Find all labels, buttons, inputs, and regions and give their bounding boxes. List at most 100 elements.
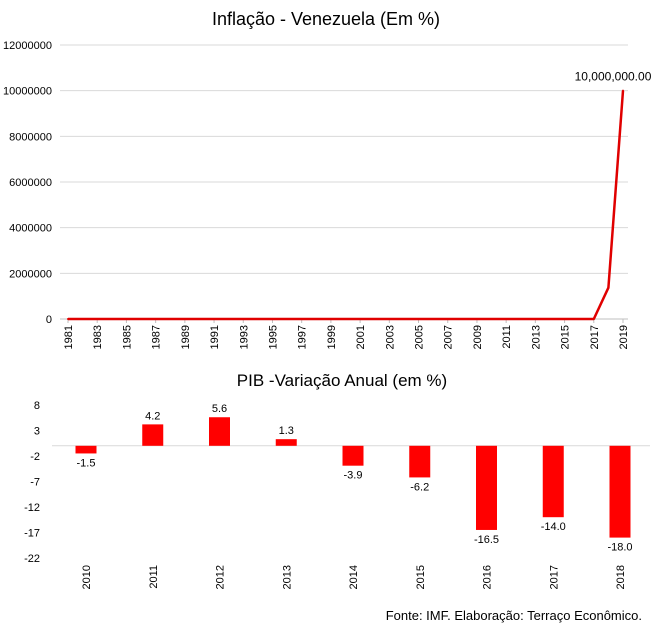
inflation-point [607, 286, 610, 289]
gdp-value-label: -14.0 [541, 521, 566, 533]
gdp-x-tick-label: 2015 [415, 565, 427, 589]
inflation-point [169, 317, 172, 320]
inflation-gridlines [60, 44, 628, 320]
inflation-point [505, 317, 508, 320]
gdp-y-tick-label: -17 [24, 528, 40, 540]
gdp-x-tick-label: 2016 [482, 565, 494, 589]
inflation-x-tick-label: 1993 [238, 325, 250, 349]
inflation-x-tick-label: 2003 [384, 325, 396, 349]
inflation-y-axis: 0 2000000 4000000 6000000 8000000 10000000 120… [3, 40, 52, 326]
inflation-point [446, 317, 449, 320]
gdp-bar [142, 424, 164, 446]
inflation-x-tick-label: 2015 [560, 325, 572, 349]
gdp-x-tick-label: 2014 [348, 565, 360, 589]
inflation-point [96, 317, 99, 320]
gdp-y-tick-label: -12 [24, 502, 40, 514]
gdp-x-tick-label: 2013 [281, 565, 293, 589]
gdp-value-label: 4.2 [145, 410, 160, 422]
gdp-bar [409, 445, 431, 478]
inflation-x-tick-label: 2013 [530, 325, 542, 349]
inflation-point [329, 317, 332, 320]
inflation-peak-label: 10,000,000.00 [575, 70, 652, 84]
gdp-x-tick-label: 2017 [548, 565, 560, 589]
inflation-point [198, 317, 201, 320]
inflation-x-tick-label: 2011 [501, 325, 513, 349]
inflation-x-tick-label: 1987 [151, 325, 163, 349]
gdp-bar [275, 439, 297, 446]
gdp-bar [342, 445, 364, 466]
inflation-point [534, 317, 537, 320]
inflation-x-tick-label: 1985 [121, 325, 133, 349]
gdp-y-tick-label: 8 [34, 400, 40, 412]
inflation-line [68, 90, 625, 321]
inflation-point [286, 317, 289, 320]
inflation-point [81, 317, 84, 320]
inflation-x-tick-label: 2007 [443, 325, 455, 349]
inflation-point [490, 317, 493, 320]
inflation-x-tick-label: 1981 [63, 325, 75, 349]
inflation-point [344, 317, 347, 320]
gdp-value-label: -18.0 [607, 542, 632, 554]
gdp-bar [609, 445, 631, 538]
inflation-point [388, 317, 391, 320]
gdp-x-tick-label: 2011 [148, 565, 160, 589]
inflation-point [578, 317, 581, 320]
source-note: Fonte: IMF. Elaboração: Terraço Econômic… [385, 608, 642, 623]
gdp-x-tick-label: 2012 [215, 565, 227, 589]
gdp-value-label: -3.9 [344, 470, 363, 482]
inflation-y-tick-label: 4000000 [9, 223, 52, 235]
inflation-point [402, 317, 405, 320]
inflation-point [475, 317, 478, 320]
gdp-bar [209, 417, 230, 446]
gdp-chart-title: PIB -Variação Anual (em %) [237, 371, 447, 390]
inflation-y-tick-label: 0 [46, 314, 52, 326]
inflation-point [110, 317, 113, 320]
inflation-y-tick-label: 6000000 [9, 177, 52, 189]
inflation-point [563, 317, 566, 320]
inflation-x-tick-label: 1989 [180, 325, 192, 349]
gdp-x-axis: 2010 2011 2012 2013 2014 2015 2016 2017 2018 [81, 565, 627, 589]
inflation-y-tick-label: 2000000 [9, 268, 52, 280]
inflation-y-tick-label: 12000000 [3, 40, 52, 52]
gdp-chart: PIB -Variação Anual (em %) 8 3 -2 -7 -12 -17 -… [24, 371, 650, 589]
gdp-bars [75, 417, 631, 538]
inflation-x-tick-label: 1991 [209, 325, 221, 349]
inflation-x-tick-label: 2019 [618, 325, 630, 349]
inflation-point [125, 317, 128, 320]
inflation-x-tick-label: 2009 [472, 325, 484, 349]
gdp-value-label: 5.6 [212, 403, 227, 415]
gdp-x-tick-label: 2018 [615, 565, 627, 589]
inflation-y-tick-label: 8000000 [9, 131, 52, 143]
gdp-value-label: -16.5 [474, 534, 499, 546]
gdp-value-label: 1.3 [279, 425, 294, 437]
inflation-x-tick-label: 1999 [326, 325, 338, 349]
inflation-point [359, 317, 362, 320]
inflation-point [213, 317, 216, 320]
inflation-point [519, 317, 522, 320]
inflation-point [622, 89, 624, 92]
inflation-point [271, 317, 274, 320]
inflation-point [256, 317, 259, 320]
inflation-point [315, 317, 318, 320]
gdp-y-tick-label: -22 [24, 553, 40, 565]
gdp-y-tick-label: -7 [30, 477, 40, 489]
inflation-point [417, 317, 420, 320]
inflation-x-tick-label: 2005 [414, 325, 426, 349]
inflation-point [154, 317, 157, 320]
inflation-series [67, 89, 625, 321]
inflation-point [548, 317, 551, 320]
inflation-x-axis: 1981 1983 1985 1987 1989 1991 1993 1995 1997 1999… [63, 319, 630, 349]
inflation-x-tick-label: 1983 [92, 325, 104, 349]
inflation-point [140, 317, 143, 320]
inflation-point [461, 317, 464, 320]
gdp-y-tick-label: 3 [34, 426, 40, 438]
gdp-value-label: -6.2 [410, 481, 429, 493]
inflation-x-tick-label: 2001 [355, 325, 367, 349]
inflation-point [432, 317, 435, 320]
inflation-point [67, 317, 69, 320]
inflation-point [183, 317, 186, 320]
inflation-point [227, 317, 230, 320]
inflation-point [242, 317, 245, 320]
inflation-chart-title: Inflação - Venezuela (Em %) [212, 9, 440, 29]
inflation-point [592, 317, 595, 320]
